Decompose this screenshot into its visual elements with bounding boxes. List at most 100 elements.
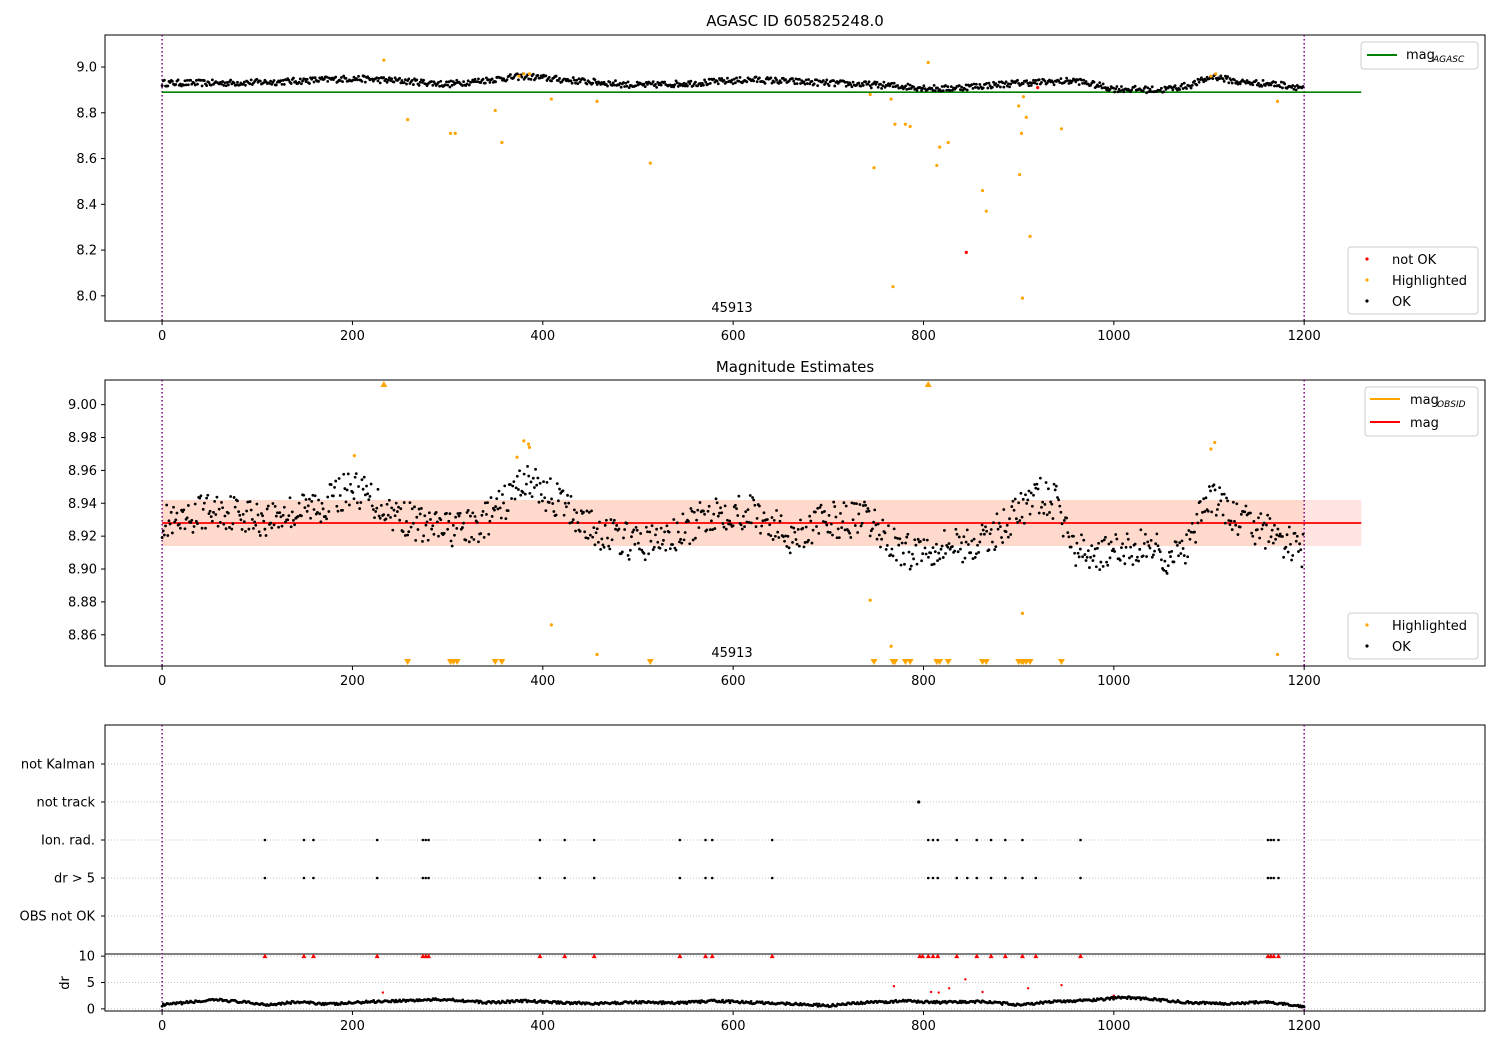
ok-point — [760, 524, 764, 528]
ok-point — [993, 548, 997, 551]
ok-point — [985, 82, 989, 85]
ok-point — [1194, 540, 1198, 544]
ok-point — [447, 519, 451, 523]
ok-point — [1016, 520, 1019, 524]
ok-point — [875, 537, 879, 541]
ok-point — [1269, 83, 1273, 87]
flag-ion-rad-point — [678, 838, 682, 842]
ok-point — [970, 539, 974, 543]
ok-point — [808, 514, 812, 518]
ok-point — [889, 553, 893, 556]
ok-point — [182, 83, 186, 87]
ok-point — [706, 509, 710, 513]
ok-point — [198, 496, 202, 500]
ok-point — [1251, 83, 1255, 87]
ok-point — [1082, 538, 1086, 542]
ok-point — [279, 515, 283, 519]
ok-point — [520, 75, 524, 79]
ok-point — [1202, 497, 1206, 501]
ok-point — [424, 523, 428, 527]
flag-dr5-point — [1004, 876, 1007, 880]
ok-point — [1105, 88, 1108, 92]
ok-point — [1278, 532, 1282, 536]
ok-point — [410, 507, 414, 511]
panel1-points — [160, 58, 1305, 300]
ok-point — [1115, 85, 1119, 88]
flag-dr5-point — [263, 876, 267, 880]
ok-point — [1025, 502, 1029, 505]
ok-point — [1002, 508, 1006, 511]
ok-point — [1154, 542, 1158, 546]
ok-point — [595, 527, 599, 531]
ok-point — [716, 514, 720, 518]
ok-point — [242, 80, 246, 84]
ok-point — [1097, 85, 1100, 88]
legend-highlighted: Highlighted — [1392, 274, 1467, 289]
ok-point — [416, 528, 420, 531]
ok-point — [867, 80, 871, 84]
ok-point — [1089, 83, 1093, 87]
ok-point — [257, 530, 261, 534]
dr-red-point — [381, 991, 385, 994]
highlighted-point — [1018, 172, 1022, 177]
dr-red-point — [937, 991, 940, 994]
ok-point — [1170, 549, 1174, 553]
ok-point — [542, 480, 545, 484]
ok-point — [655, 527, 659, 531]
ok-point — [682, 81, 686, 85]
ok-point — [1227, 519, 1231, 522]
ok-point — [269, 521, 272, 525]
ok-point — [502, 501, 505, 505]
ok-point — [813, 510, 817, 514]
ok-point — [969, 551, 973, 555]
ok-point — [881, 518, 885, 522]
ok-point — [992, 521, 995, 525]
ok-point — [479, 81, 483, 84]
ok-point — [1108, 87, 1112, 91]
ok-point — [189, 521, 193, 524]
flag-ion-rad-point — [955, 838, 959, 842]
ok-point — [266, 504, 270, 508]
ok-point — [944, 552, 947, 555]
ok-point — [473, 515, 477, 518]
ok-point — [1204, 496, 1208, 500]
ok-point — [692, 510, 696, 514]
ok-point — [357, 485, 360, 488]
ok-point — [419, 78, 423, 82]
ok-point — [776, 530, 780, 534]
ok-point — [281, 78, 285, 82]
ok-point — [213, 499, 217, 503]
ok-point — [1162, 90, 1166, 94]
ok-point — [901, 551, 905, 555]
highlighted-down-triangle — [404, 659, 412, 665]
ok-point — [931, 88, 935, 92]
flag-dr5-point — [421, 876, 425, 880]
highlighted-point — [515, 455, 519, 459]
ok-point — [602, 545, 606, 549]
ok-point — [533, 486, 536, 489]
ok-point — [286, 518, 290, 522]
ok-point — [509, 73, 512, 76]
ok-point — [981, 528, 985, 532]
ok-point — [351, 78, 355, 82]
ok-point — [1227, 81, 1231, 85]
ok-point — [217, 507, 221, 511]
ok-point — [997, 80, 1001, 84]
ok-point — [574, 529, 577, 533]
panel2-frame — [104, 379, 1486, 667]
flag-dr5-point — [926, 876, 930, 880]
ok-point — [1263, 546, 1267, 550]
ok-point — [1058, 504, 1062, 508]
ok-point — [868, 84, 872, 88]
ok-point — [1221, 513, 1225, 517]
ok-point — [1162, 568, 1166, 572]
ok-point — [799, 82, 802, 85]
ok-point — [449, 539, 453, 543]
flag-dr5-point — [678, 876, 682, 880]
ok-point — [185, 78, 189, 82]
ok-point — [523, 492, 527, 496]
ok-point — [400, 79, 404, 82]
highlighted-down-triangle — [901, 659, 909, 665]
flag-ion-rad-point — [926, 838, 930, 842]
ok-point — [922, 538, 926, 542]
